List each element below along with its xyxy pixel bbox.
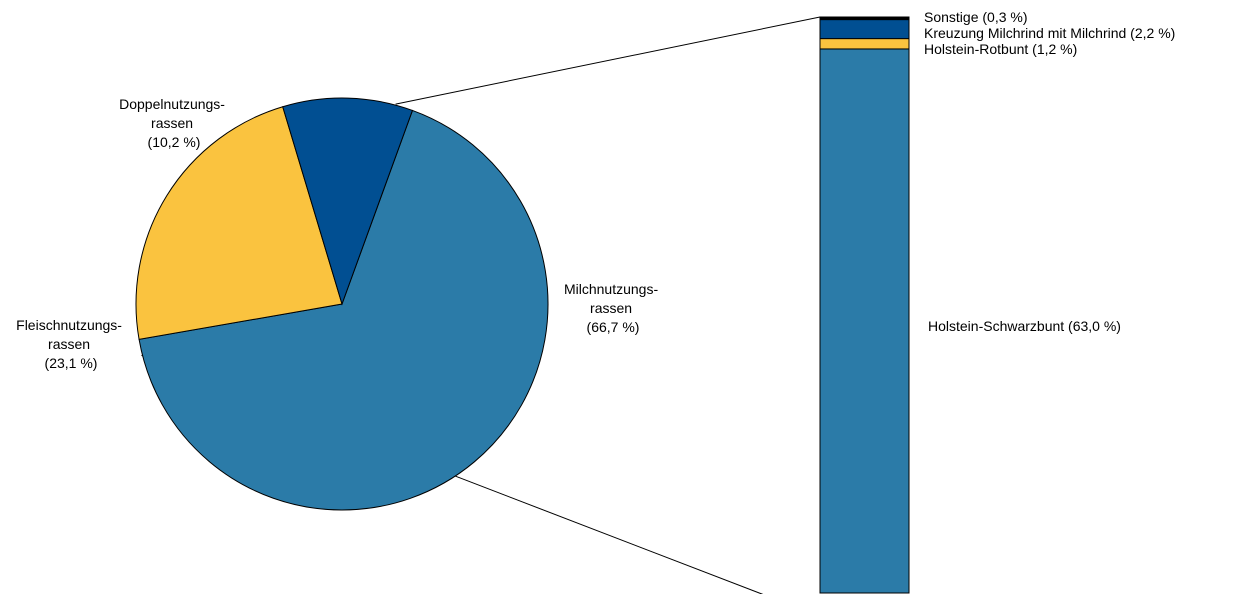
bar-segment-rotbunt xyxy=(819,38,910,50)
pie xyxy=(135,97,549,511)
bar-label-sonstige: Sonstige (0,3 %) xyxy=(924,9,1028,25)
bar-segment-sonstige xyxy=(819,16,910,21)
pie-labels: Milchnutzungs- rassen (66,7 %) Fleischnu… xyxy=(16,96,662,371)
breakdown-bar xyxy=(819,16,910,594)
pie-slice-fleisch xyxy=(135,106,343,340)
bar-label-schwarzbunt: Holstein-Schwarzbunt (63,0 %) xyxy=(928,318,1121,334)
pie-slice-milch xyxy=(138,109,549,511)
breakdown-labels: Sonstige (0,3 %) Kreuzung Milchrind mit … xyxy=(924,9,1175,334)
bar-segment-kreuzung xyxy=(819,19,910,40)
pie-label-doppel: Doppelnutzungs- rassen (10,2 %) xyxy=(119,96,229,150)
pie-label-milch: Milchnutzungs- rassen (66,7 %) xyxy=(564,281,662,335)
bar-segment-schwarzbunt xyxy=(819,48,910,594)
bar-label-kreuzung: Kreuzung Milchrind mit Milchrind (2,2 %) xyxy=(924,25,1175,41)
connector-top xyxy=(395,16,821,105)
bar-label-rotbunt: Holstein-Rotbunt (1,2 %) xyxy=(924,41,1077,57)
pie-label-fleisch: Fleischnutzungs- rassen (23,1 %) xyxy=(16,317,126,371)
pie-slice-doppel xyxy=(282,97,414,306)
